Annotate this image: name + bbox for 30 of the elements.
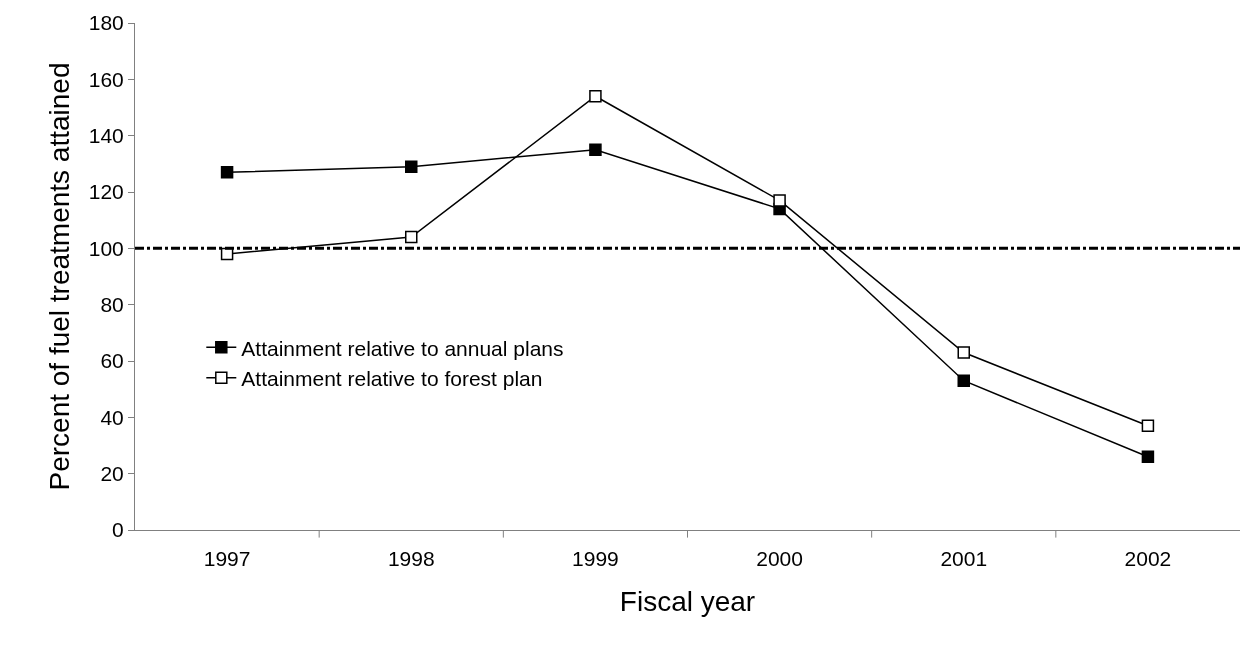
y-tick-label: 20 [100,462,124,486]
y-tick-label: 60 [100,349,124,373]
point [405,160,418,173]
point [1141,419,1155,433]
point [405,230,418,244]
point [589,89,602,103]
legend-label: Attainment relative to annual plans [241,336,564,360]
point [220,166,234,179]
y-tick-label: 100 [88,236,124,260]
x-tick-label: 2002 [1124,547,1172,571]
y-tick-label: 40 [100,405,124,429]
y-tick-label: 0 [112,518,124,542]
x-tick-label: 1998 [387,547,435,571]
y-tick-label: 120 [88,180,124,204]
y-axis-title: Percent of fuel treatments attained [44,62,75,491]
x-tick-label: 2000 [756,547,803,571]
y-tick-label: 160 [88,67,124,91]
point [957,374,970,387]
legend-label: Attainment relative to forest plan [241,366,543,390]
x-tick-label: 2001 [940,547,988,571]
y-tick-label: 80 [100,293,124,317]
x-tick-label: 1999 [572,547,619,571]
x-axis-title: Fiscal year [619,586,756,618]
x-tick-label: 1997 [203,547,251,571]
point [1141,450,1155,464]
point [589,143,602,156]
y-tick-label: 140 [88,124,124,148]
y-tick-label: 180 [88,11,124,35]
point [773,194,786,207]
point [957,346,970,359]
